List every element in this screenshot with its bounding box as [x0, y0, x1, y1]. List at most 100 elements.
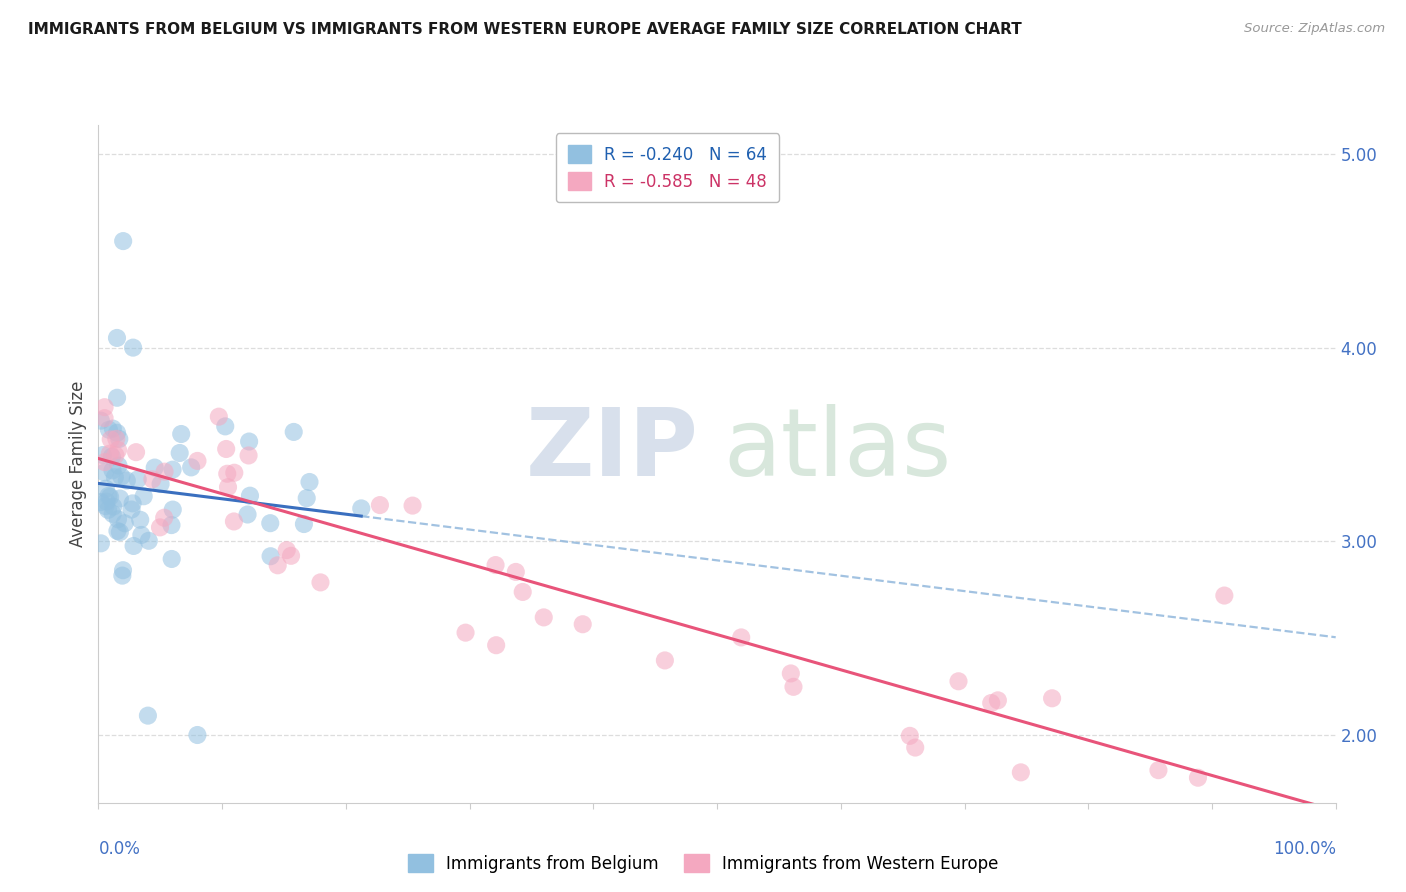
Point	[138, 533, 160, 548]
Point	[108, 491, 131, 506]
Point	[654, 653, 676, 667]
Point	[132, 489, 155, 503]
Point	[1040, 691, 1063, 706]
Point	[280, 549, 302, 563]
Point	[98, 490, 121, 504]
Point	[98, 447, 121, 461]
Point	[122, 539, 145, 553]
Point	[948, 674, 970, 689]
Point	[104, 470, 127, 484]
Point	[110, 469, 132, 483]
Point	[292, 516, 315, 531]
Point	[108, 432, 131, 446]
Point	[131, 528, 153, 542]
Point	[160, 552, 183, 566]
Point	[904, 740, 927, 755]
Point	[90, 495, 112, 509]
Point	[153, 510, 176, 524]
Point	[149, 477, 172, 491]
Point	[169, 446, 191, 460]
Point	[107, 512, 129, 526]
Text: 0.0%: 0.0%	[98, 840, 141, 858]
Point	[91, 448, 114, 462]
Y-axis label: Average Family Size: Average Family Size	[69, 381, 87, 547]
Point	[309, 575, 332, 590]
Point	[186, 728, 208, 742]
Point	[782, 680, 804, 694]
Point	[898, 729, 921, 743]
Point	[283, 425, 305, 439]
Point	[224, 466, 246, 480]
Point	[267, 558, 290, 573]
Point	[980, 696, 1002, 710]
Point	[298, 475, 321, 489]
Point	[170, 427, 193, 442]
Point	[987, 693, 1010, 707]
Point	[111, 568, 134, 582]
Point	[215, 442, 238, 456]
Point	[1010, 765, 1032, 780]
Point	[512, 585, 534, 599]
Point	[143, 460, 166, 475]
Point	[121, 496, 143, 510]
Point	[93, 400, 115, 414]
Point	[129, 513, 152, 527]
Text: 100.0%: 100.0%	[1272, 840, 1336, 858]
Point	[141, 472, 163, 486]
Point	[180, 460, 202, 475]
Point	[484, 558, 506, 572]
Point	[114, 516, 136, 531]
Point	[111, 563, 134, 577]
Point	[238, 449, 260, 463]
Point	[90, 414, 112, 428]
Point	[149, 520, 172, 534]
Point	[162, 502, 184, 516]
Point	[276, 543, 298, 558]
Point	[217, 467, 239, 481]
Point	[101, 507, 124, 521]
Point	[112, 234, 135, 248]
Point	[90, 536, 112, 550]
Point	[122, 341, 145, 355]
Point	[533, 610, 555, 624]
Text: ZIP: ZIP	[526, 404, 699, 496]
Point	[105, 331, 128, 345]
Point	[350, 501, 373, 516]
Text: atlas: atlas	[723, 404, 952, 496]
Text: Source: ZipAtlas.com: Source: ZipAtlas.com	[1244, 22, 1385, 36]
Point	[107, 458, 129, 473]
Point	[239, 489, 262, 503]
Point	[160, 518, 183, 533]
Point	[93, 466, 115, 480]
Point	[217, 480, 239, 494]
Point	[97, 423, 120, 437]
Point	[730, 631, 752, 645]
Point	[93, 411, 115, 425]
Point	[1187, 771, 1209, 785]
Point	[259, 516, 281, 531]
Text: IMMIGRANTS FROM BELGIUM VS IMMIGRANTS FROM WESTERN EUROPE AVERAGE FAMILY SIZE CO: IMMIGRANTS FROM BELGIUM VS IMMIGRANTS FR…	[28, 22, 1022, 37]
Point	[485, 638, 508, 652]
Point	[779, 666, 801, 681]
Point	[127, 472, 149, 486]
Point	[1147, 763, 1170, 777]
Point	[401, 499, 423, 513]
Point	[96, 494, 118, 508]
Point	[259, 549, 281, 564]
Point	[208, 409, 231, 424]
Point	[94, 482, 117, 496]
Point	[108, 525, 131, 540]
Point	[162, 463, 184, 477]
Point	[295, 491, 318, 505]
Point	[238, 434, 260, 449]
Point	[107, 524, 129, 538]
Point	[101, 450, 124, 464]
Point	[100, 433, 122, 447]
Point	[454, 625, 477, 640]
Point	[571, 617, 593, 632]
Point	[97, 503, 120, 517]
Point	[214, 419, 236, 434]
Point	[97, 489, 120, 503]
Point	[505, 565, 527, 579]
Point	[101, 422, 124, 436]
